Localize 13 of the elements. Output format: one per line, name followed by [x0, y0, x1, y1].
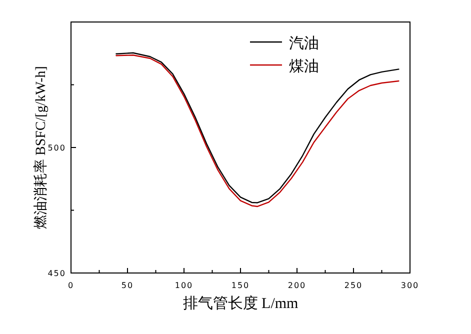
x-tick-label: 150 [231, 281, 250, 290]
legend-label: 汽油 [289, 34, 319, 52]
x-tick-label: 50 [121, 281, 134, 290]
y-tick-label: 450 [48, 269, 66, 278]
x-tick-label: 0 [68, 281, 74, 290]
x-tick-label: 300 [400, 281, 420, 290]
y-axis-title: 燃油消耗率 BSFC/[g/kW-h] [33, 66, 49, 229]
x-axis-title: 排气管长度 L/mm [182, 295, 299, 312]
y-tick-label: 500 [48, 144, 66, 152]
legend-label: 煤油 [289, 57, 319, 75]
x-tick-label: 250 [344, 281, 363, 290]
x-tick-label: 100 [174, 281, 194, 290]
x-tick-label: 200 [288, 281, 306, 290]
